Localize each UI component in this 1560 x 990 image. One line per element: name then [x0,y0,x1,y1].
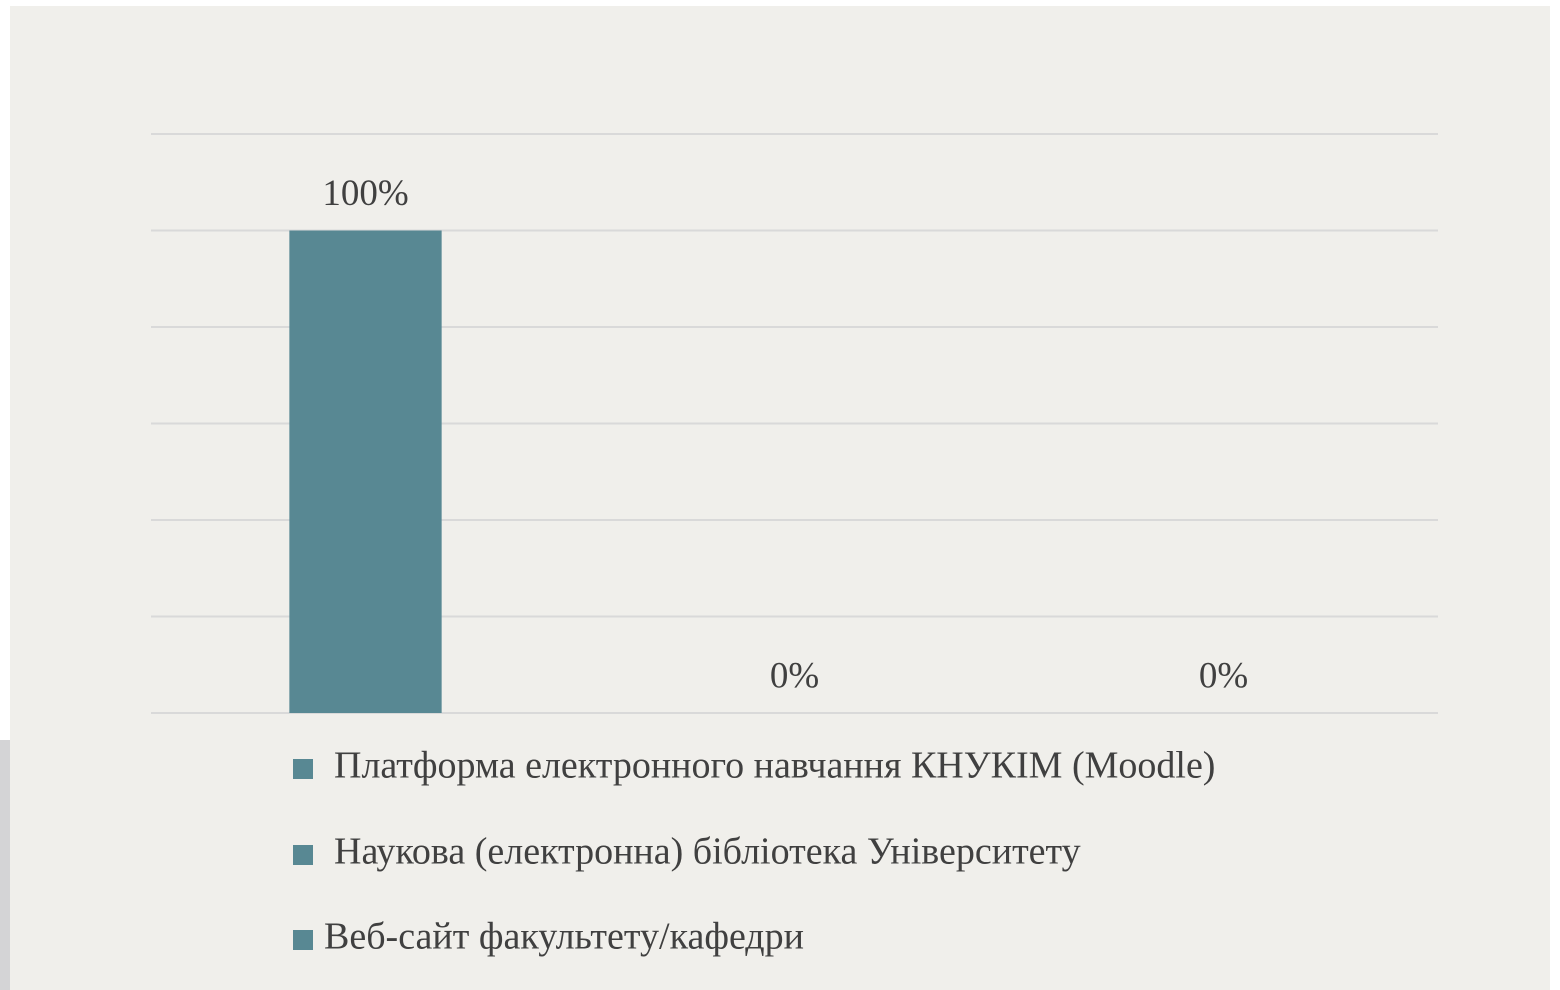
bar [289,230,442,713]
data-label: 0% [770,655,819,696]
legend-label: Веб-сайт факультету/кафедри [324,916,804,958]
legend-marker [293,845,313,865]
legend-marker [293,759,313,779]
data-label: 0% [1199,655,1248,696]
legend-label: Платформа електронного навчання КНУКІМ (… [334,745,1215,787]
chart-background [10,6,1550,990]
legend-label: Наукова (електронна) бібліотека Універси… [334,831,1081,873]
legend-marker [293,930,313,950]
data-label: 100% [322,173,408,214]
